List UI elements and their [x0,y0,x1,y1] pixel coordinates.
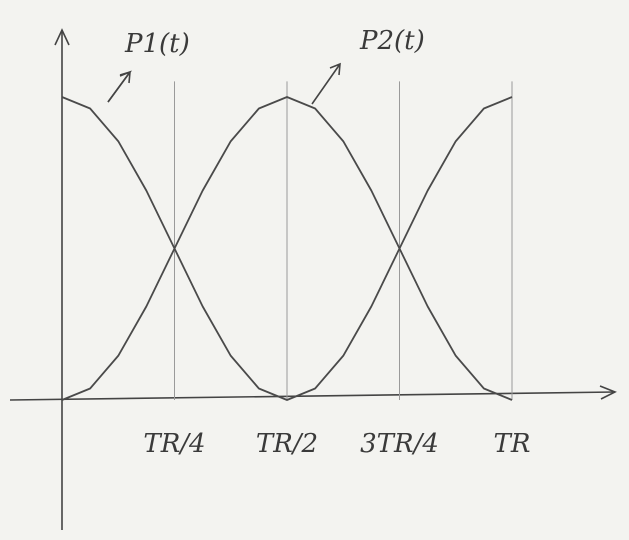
label-arrow [107,70,131,103]
x-tick-label: 3TR/4 [360,429,439,459]
legend-label: P1(t) [124,29,190,59]
line-series [61,96,513,401]
x-axis [9,391,616,401]
x-axis-arrow [599,385,617,400]
line-series [61,96,513,401]
y-axis-arrow [54,28,70,46]
label-arrow [311,62,341,105]
x-tick-label: TR/2 [256,429,318,459]
x-tick-label: TR [494,429,531,459]
legend-label: P2(t) [359,26,425,56]
x-tick-label: TR/4 [143,429,205,459]
